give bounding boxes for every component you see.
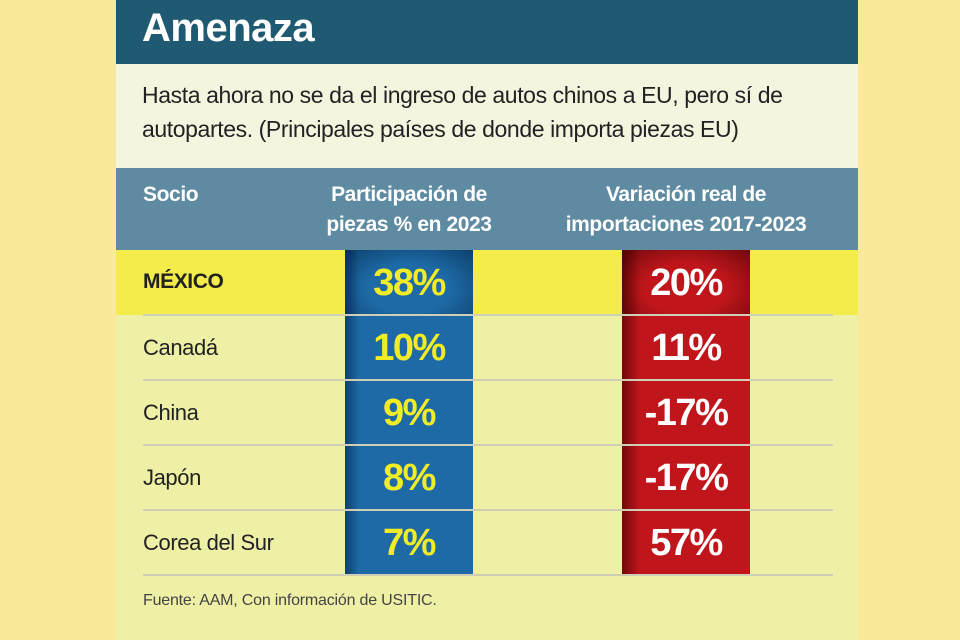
share-value: 7% bbox=[383, 522, 436, 564]
row-divider bbox=[143, 379, 833, 381]
share-value: 38% bbox=[373, 262, 446, 304]
chart-subtitle: Hasta ahora no se da el ingreso de autos… bbox=[142, 82, 783, 142]
share-column-shade bbox=[345, 250, 359, 575]
chart-title: Amenaza bbox=[142, 6, 315, 50]
subtitle-box: Hasta ahora no se da el ingreso de autos… bbox=[116, 64, 858, 168]
share-value: 9% bbox=[383, 392, 436, 434]
source-note: Fuente: AAM, Con información de USITIC. bbox=[143, 592, 437, 609]
variation-column-shade bbox=[622, 250, 640, 575]
partner-label: Corea del Sur bbox=[143, 530, 274, 555]
header-variation-line1: Variación real de bbox=[605, 183, 767, 206]
row-divider bbox=[143, 574, 833, 576]
row-divider bbox=[143, 314, 833, 316]
row-divider bbox=[143, 444, 833, 446]
infographic-panel: Amenaza Hasta ahora no se da el ingreso … bbox=[116, 0, 858, 640]
share-cell-highlight-shade bbox=[345, 250, 473, 315]
share-value: 10% bbox=[373, 327, 446, 369]
variation-value: 11% bbox=[651, 327, 722, 369]
header-share-line2: piezas % en 2023 bbox=[326, 213, 492, 236]
row-divider bbox=[143, 509, 833, 511]
title-bar: Amenaza bbox=[116, 0, 858, 64]
variation-value: -17% bbox=[644, 392, 729, 434]
header-variation-line2: importaciones 2017-2023 bbox=[565, 213, 807, 236]
partner-label: Japón bbox=[143, 465, 201, 490]
partner-label: MÉXICO bbox=[143, 270, 224, 293]
variation-cell-highlight-shade bbox=[622, 250, 750, 315]
partner-label: China bbox=[143, 400, 199, 425]
header-partner: Socio bbox=[143, 183, 199, 206]
table-header: Socio Participación de piezas % en 2023 … bbox=[116, 168, 858, 250]
header-share-line1: Participación de bbox=[331, 183, 487, 206]
partner-label: Canadá bbox=[143, 335, 218, 360]
variation-value: -17% bbox=[644, 457, 729, 499]
variation-value: 57% bbox=[650, 522, 723, 564]
variation-value: 20% bbox=[650, 262, 723, 304]
share-value: 8% bbox=[383, 457, 436, 499]
